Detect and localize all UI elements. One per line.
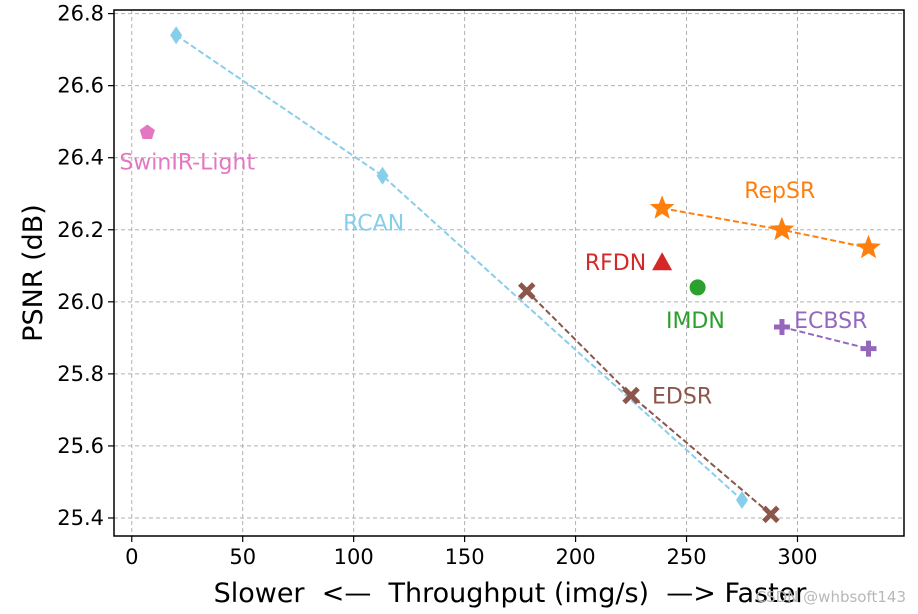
ecbsr-label: ECBSR xyxy=(794,309,867,334)
x-tick-label: 300 xyxy=(777,545,817,569)
rfdn-label: RFDN xyxy=(585,251,646,276)
ecbsr-point xyxy=(773,319,790,336)
point-labels: SwinIR-Light RCAN EDSR RFDN IMDN RepSR ECBSR xyxy=(119,150,867,409)
swinir-light-label: SwinIR-Light xyxy=(119,150,255,175)
x-tick-label: 0 xyxy=(125,545,138,569)
rfdn-point xyxy=(652,252,673,271)
rcan-point xyxy=(736,490,749,509)
edsr-point xyxy=(517,282,536,300)
x-tick-label: 200 xyxy=(556,545,596,569)
repsr-line xyxy=(661,207,869,249)
y-tick-label: 25.6 xyxy=(57,434,104,458)
x-tick-label: 100 xyxy=(334,545,374,569)
plot-frame xyxy=(113,9,905,537)
edsr-point xyxy=(762,505,780,524)
edsr-point-stroke-b xyxy=(762,505,780,524)
x-tick-label: 150 xyxy=(445,545,485,569)
series-lines xyxy=(175,34,869,516)
y-tick-label: 26.0 xyxy=(57,290,104,314)
edsr-point xyxy=(622,386,640,405)
rcan-line xyxy=(175,34,743,501)
data-points xyxy=(139,26,881,524)
edsr-point-stroke-b xyxy=(622,386,640,405)
y-tick-label: 26.6 xyxy=(57,74,104,98)
y-axis-label: PSNR (dB) xyxy=(18,204,49,342)
repsr-point xyxy=(769,216,795,241)
repsr-label: RepSR xyxy=(744,179,815,204)
y-tick-label: 25.8 xyxy=(57,362,104,386)
edsr-line xyxy=(526,290,772,516)
grid xyxy=(114,10,904,536)
imdn-point xyxy=(689,279,706,296)
y-tick-label: 26.8 xyxy=(57,2,104,26)
rcan-label: RCAN xyxy=(343,212,404,237)
watermark: CSDN @whbsoft143 xyxy=(755,588,906,606)
rcan-point xyxy=(170,26,183,45)
edsr-label: EDSR xyxy=(652,384,712,409)
y-tick-label: 25.4 xyxy=(57,506,104,530)
imdn-label: IMDN xyxy=(666,309,725,334)
ecbsr-point xyxy=(860,340,877,357)
x-tick-label: 250 xyxy=(666,545,706,569)
x-tick-label: 50 xyxy=(229,545,256,569)
swinir-light-point xyxy=(139,124,155,139)
ecbsr-line xyxy=(781,326,869,350)
y-tick-label: 26.4 xyxy=(57,146,104,170)
x-axis-label: Slower <— Throughput (img/s) —> Faster xyxy=(214,578,808,609)
ticks: 0 50 100 150 200 250 300 25.4 25.6 25.8 26.0 26.2 26… xyxy=(57,2,817,569)
repsr-point xyxy=(856,234,881,259)
repsr-point xyxy=(649,195,675,219)
y-tick-label: 26.2 xyxy=(57,218,104,242)
edsr-point-stroke-b xyxy=(517,282,536,300)
rcan-point xyxy=(376,166,389,185)
